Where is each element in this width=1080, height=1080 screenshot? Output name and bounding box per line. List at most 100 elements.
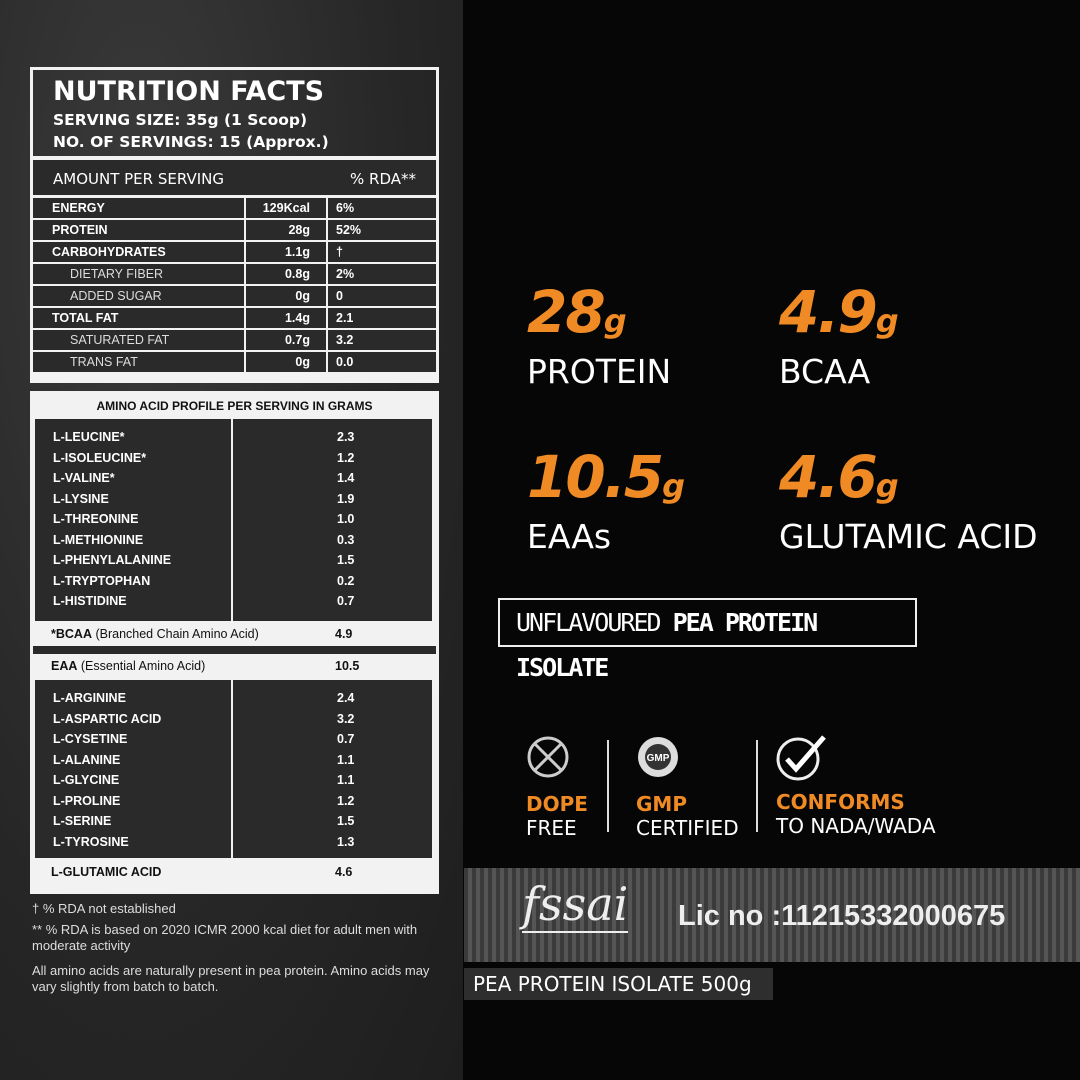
amino-name: L-THREONINE [53, 512, 139, 526]
eaa-desc: (Essential Amino Acid) [77, 659, 206, 673]
rda-header: % RDA** [350, 170, 416, 188]
nutrient-rda: 3.2 [328, 330, 436, 350]
footnote-icmr: ** % RDA is based on 2020 ICMR 2000 kcal… [32, 922, 418, 953]
amino-name: L-TYROSINE [53, 834, 129, 849]
amino-value: 1.5 [337, 553, 355, 567]
amino-value: 1.2 [337, 793, 355, 808]
amino-value: 0.7 [337, 732, 355, 746]
protein-value: 28g [527, 278, 627, 346]
protein-label: PROTEIN [527, 352, 672, 391]
badge-nada-wada: CONFORMS TO NADA/WADA [776, 735, 936, 838]
eaa-abbr: EAA [51, 659, 78, 673]
amino-name: L-METHIONINE [53, 532, 144, 547]
bcaa-label: BCAA [779, 352, 871, 391]
amount-header: AMOUNT PER SERVING [53, 170, 224, 188]
nutrition-row: PROTEIN 28g 52% [33, 220, 436, 240]
nutrient-amount: 0.7g [246, 330, 326, 350]
footnotes: † % RDA not established ** % RDA is base… [32, 901, 442, 995]
nutrient-name: TOTAL FAT [33, 308, 244, 328]
amino-value: 1.1 [337, 752, 355, 767]
amino-title: AMINO ACID PROFILE PER SERVING IN GRAMS [96, 399, 373, 413]
amino-value: 0.2 [337, 573, 355, 588]
bcaa-abbr: *BCAA [51, 627, 92, 641]
eaa-label: EAAs [527, 517, 612, 556]
fssai-band [464, 868, 1080, 962]
amino-value: 1.4 [337, 471, 355, 485]
amino-group-1: L-LEUCINE* L-ISOLEUCINE* L-VALINE* L-LYSINE… [35, 419, 432, 621]
nutrient-name: ADDED SUGAR [33, 286, 244, 306]
amino-value: 1.5 [337, 814, 355, 828]
nutrition-title: NUTRITION FACTS [53, 76, 325, 107]
nutrient-rda: 0.0 [328, 352, 436, 372]
badge-gmp: GMP GMP CERTIFIED [636, 735, 739, 840]
nutrient-amount: 0g [246, 352, 326, 372]
nutrient-rda: 0 [328, 286, 436, 306]
nutrient-name: SATURATED FAT [33, 330, 244, 350]
nutrition-row: CARBOHYDRATES 1.1g † [33, 242, 436, 262]
nutrient-amount: 129Kcal [246, 198, 326, 218]
amino-name: L-GLYCINE [53, 773, 120, 787]
nutrient-rda: 52% [328, 220, 436, 240]
nutrient-rda: † [328, 242, 436, 262]
amino-value: 3.2 [337, 711, 355, 726]
servings-count: NO. OF SERVINGS: 15 (Approx.) [53, 133, 329, 151]
nutrient-name: CARBOHYDRATES [33, 242, 244, 262]
nutrient-amount: 0.8g [246, 264, 326, 284]
footnote-amino: All amino acids are naturally present in… [32, 963, 430, 994]
nutrition-table-header: AMOUNT PER SERVING % RDA** [33, 160, 436, 195]
flavour-banner: UNFLAVOURED PEA PROTEIN ISOLATE [498, 598, 917, 682]
no-syringe-icon [527, 736, 569, 778]
glutamic-label: GLUTAMIC ACID [779, 517, 1038, 556]
nutrition-row: ADDED SUGAR 0g 0 [33, 286, 436, 306]
divider [756, 740, 758, 832]
nutrient-name: TRANS FAT [33, 352, 244, 372]
bcaa-desc: (Branched Chain Amino Acid) [91, 627, 259, 641]
product-name: PEA PROTEIN ISOLATE 500g [464, 968, 773, 1000]
nutrient-rda: 2.1 [328, 308, 436, 328]
amino-name: L-PHENYLALANINE [53, 553, 172, 567]
amino-value: 1.9 [337, 491, 355, 506]
nutrition-row: ENERGY 129Kcal 6% [33, 198, 436, 218]
svg-text:GMP: GMP [647, 753, 670, 764]
nutrition-row: TRANS FAT 0g 0.0 [33, 352, 436, 372]
nutrient-amount: 28g [246, 220, 326, 240]
amino-group-2: L-ARGININE L-ASPARTIC ACID L-CYSETINE L-ALA… [35, 680, 432, 858]
amino-value: 1.3 [337, 834, 355, 849]
eaa-highlight-value: 10.5g [527, 443, 686, 511]
gmp-seal-icon: GMP [638, 737, 678, 777]
divider [607, 740, 609, 832]
glutamic-highlight-value: 4.6g [779, 443, 899, 511]
amino-value: 0.3 [337, 532, 355, 547]
amino-value: 1.1 [337, 773, 355, 787]
nutrient-amount: 1.4g [246, 308, 326, 328]
nutrition-row: SATURATED FAT 0.7g 3.2 [33, 330, 436, 350]
amino-name: L-ISOLEUCINE* [53, 450, 147, 465]
nutrient-amount: 0g [246, 286, 326, 306]
amino-value: 1.2 [337, 450, 355, 465]
serving-size: SERVING SIZE: 35g (1 Scoop) [53, 111, 308, 129]
glutamic-value: 4.6 [335, 865, 353, 879]
nutrient-rda: 2% [328, 264, 436, 284]
glutamic-name: L-GLUTAMIC ACID [51, 865, 162, 879]
amino-name: L-CYSETINE [53, 732, 128, 746]
amino-name: L-TRYPTOPHAN [53, 573, 151, 588]
bcaa-highlight-value: 4.9g [779, 278, 899, 346]
amino-acid-table: AMINO ACID PROFILE PER SERVING IN GRAMS … [30, 391, 439, 894]
nutrition-header: NUTRITION FACTS SERVING SIZE: 35g (1 Sco… [30, 67, 439, 159]
fssai-logo: fssai [522, 877, 629, 933]
nutrient-amount: 1.1g [246, 242, 326, 262]
amino-name: L-ALANINE [53, 752, 121, 767]
amino-name: L-VALINE* [53, 471, 115, 485]
badge-dope-free: DOPE FREE [526, 735, 588, 840]
amino-name: L-ARGININE [53, 691, 126, 705]
amino-value: 2.4 [337, 691, 355, 705]
check-circle-icon [776, 735, 826, 781]
amino-name: L-LEUCINE* [53, 430, 125, 444]
amino-value: 2.3 [337, 430, 355, 444]
amino-value: 0.7 [337, 594, 355, 608]
nutrient-name: PROTEIN [33, 220, 244, 240]
footnote-rda: † % RDA not established [32, 901, 176, 916]
glutamic-row: L-GLUTAMIC ACID 4.6 [33, 860, 436, 888]
flavour-bold: PEA PROTEIN ISOLATE [516, 608, 818, 682]
eaa-value: 10.5 [335, 659, 360, 673]
